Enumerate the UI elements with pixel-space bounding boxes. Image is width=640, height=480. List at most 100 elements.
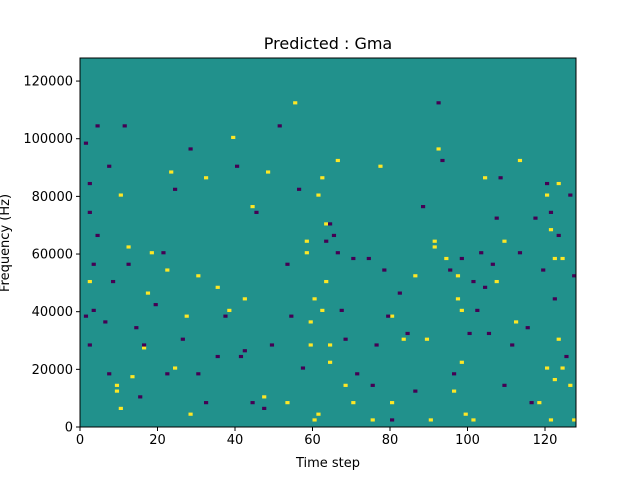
heatmap-cell-low bbox=[335, 251, 340, 255]
heatmap-cell-low bbox=[188, 147, 193, 151]
x-axis-label: Time step bbox=[295, 456, 360, 471]
heatmap-cell-low bbox=[548, 210, 554, 214]
heatmap-cell-low bbox=[479, 251, 484, 255]
heatmap-cell-high bbox=[459, 360, 464, 364]
heatmap-cell-high bbox=[165, 268, 170, 272]
heatmap-cell-high bbox=[459, 308, 464, 312]
heatmap-cell-high bbox=[188, 412, 193, 416]
x-tick-label: 20 bbox=[149, 433, 166, 448]
heatmap-cell-low bbox=[134, 326, 139, 330]
heatmap-cell-low bbox=[452, 372, 457, 376]
heatmap-cell-low bbox=[285, 262, 290, 266]
y-axis-label: Frequency (Hz) bbox=[0, 194, 13, 292]
heatmap-cell-high bbox=[572, 418, 577, 422]
heatmap-cell-low bbox=[486, 331, 492, 336]
heatmap-cell-high bbox=[231, 135, 236, 140]
heatmap-cell-high bbox=[114, 383, 120, 387]
heatmap-cell-high bbox=[452, 389, 457, 393]
heatmap-cell-high bbox=[266, 170, 271, 174]
heatmap-cell-high bbox=[548, 418, 554, 422]
heatmap-cell-low bbox=[467, 331, 472, 336]
heatmap-cell-high bbox=[328, 360, 333, 364]
heatmap-cell-high bbox=[173, 366, 178, 370]
heatmap-cell-low bbox=[525, 326, 530, 330]
heatmap-cell-low bbox=[111, 279, 116, 284]
y-tick-label: 80000 bbox=[32, 190, 73, 205]
heatmap-cell-high bbox=[517, 158, 523, 163]
heatmap-cell-low bbox=[502, 383, 507, 387]
heatmap-cell-low bbox=[351, 256, 356, 261]
heatmap-cell-high bbox=[455, 274, 461, 278]
heatmap-cell-low bbox=[215, 354, 220, 359]
heatmap-cell-low bbox=[355, 372, 360, 376]
x-tick-label: 100 bbox=[455, 433, 480, 448]
heatmap-cell-low bbox=[370, 383, 375, 387]
heatmap-cell-low bbox=[300, 366, 306, 370]
heatmap-cell-low bbox=[490, 262, 495, 266]
heatmap-cell-low bbox=[122, 124, 127, 128]
heatmap-cell-low bbox=[161, 251, 166, 255]
heatmap-cell-low bbox=[448, 268, 453, 272]
heatmap-cell-high bbox=[401, 337, 406, 341]
heatmap-cell-low bbox=[328, 222, 333, 226]
heatmap-cell-low bbox=[242, 349, 247, 353]
heatmap-cell-low bbox=[95, 233, 100, 238]
heatmap-cell-high bbox=[351, 401, 356, 405]
heatmap-cell-high bbox=[293, 101, 298, 105]
heatmap-cell-high bbox=[304, 251, 309, 255]
y-tick-label: 100000 bbox=[23, 132, 73, 147]
heatmap-cell-high bbox=[304, 239, 309, 243]
heatmap-cell-high bbox=[483, 176, 488, 180]
heatmap-cell-low bbox=[223, 314, 228, 318]
heatmap-cell-high bbox=[320, 176, 325, 180]
heatmap-cell-high bbox=[87, 279, 92, 284]
heatmap-cell-high bbox=[308, 320, 313, 324]
heatmap-cell-high bbox=[378, 164, 383, 168]
heatmap-cell-high bbox=[196, 274, 201, 278]
heatmap-cell-low bbox=[153, 303, 158, 307]
heatmap-cell-low bbox=[483, 285, 488, 289]
y-tick-label: 120000 bbox=[23, 75, 73, 90]
heatmap-cell-high bbox=[242, 297, 247, 301]
x-axis: 0 20 40 60 80 100 120 bbox=[76, 427, 557, 448]
heatmap-cell-low bbox=[459, 256, 464, 261]
chart-title: Predicted : Gma bbox=[264, 34, 392, 53]
heatmap-cell-low bbox=[331, 233, 337, 238]
heatmap-cell-high bbox=[432, 239, 437, 243]
heatmap-cell-high bbox=[413, 274, 418, 278]
heatmap-cell-low bbox=[138, 395, 143, 399]
heatmap-cell-low bbox=[390, 418, 395, 422]
heatmap-cell-high bbox=[471, 418, 476, 422]
heatmap-cell-high bbox=[428, 418, 433, 422]
heatmap-cell-high bbox=[324, 222, 329, 226]
heatmap-cell-high bbox=[552, 377, 557, 382]
heatmap-cell-low bbox=[541, 268, 546, 272]
heatmap-cell-high bbox=[324, 279, 329, 284]
heatmap-cell-high bbox=[537, 401, 542, 405]
heatmap-cell-high bbox=[390, 314, 395, 318]
heatmap-cell-low bbox=[91, 262, 96, 266]
heatmap-cell-low bbox=[440, 158, 445, 163]
heatmap-cell-low bbox=[289, 314, 294, 318]
heatmap bbox=[80, 58, 577, 427]
heatmap-cell-low bbox=[421, 205, 426, 209]
heatmap-cell-high bbox=[169, 170, 174, 174]
heatmap-cell-high bbox=[432, 245, 437, 249]
heatmap-cell-high bbox=[502, 239, 507, 243]
heatmap-cell-low bbox=[374, 343, 379, 347]
heatmap-cell-high bbox=[285, 401, 290, 405]
heatmap-cell-low bbox=[498, 176, 503, 180]
heatmap-cell-low bbox=[83, 141, 89, 145]
heatmap-cell-high bbox=[227, 308, 232, 312]
y-tick-label: 60000 bbox=[32, 248, 73, 263]
heatmap-cell-low bbox=[262, 406, 267, 410]
heatmap-cell-high bbox=[560, 256, 565, 261]
heatmap-cell-high bbox=[463, 412, 468, 416]
heatmap-cell-high bbox=[312, 418, 317, 422]
heatmap-cell-low bbox=[142, 343, 147, 347]
heatmap-cell-high bbox=[308, 343, 313, 347]
heatmap-cell-low bbox=[165, 372, 170, 376]
plot-frame bbox=[79, 57, 577, 428]
heatmap-cell-low bbox=[572, 274, 577, 278]
y-tick-label: 0 bbox=[65, 421, 73, 436]
